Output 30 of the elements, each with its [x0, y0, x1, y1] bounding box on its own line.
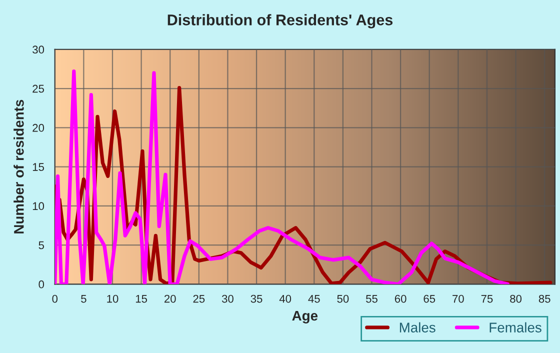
- y-tick-label: 5: [38, 241, 44, 250]
- x-tick-label: 65: [424, 294, 436, 303]
- x-tick-label: 55: [366, 294, 378, 303]
- y-tick-label: 30: [32, 46, 44, 54]
- x-tick-label: 75: [481, 294, 493, 303]
- x-tick-label: 5: [81, 294, 86, 303]
- y-tick-label: 15: [32, 163, 44, 171]
- chart-title: Distribution of Residents' Ages: [168, 14, 393, 28]
- x-axis-title: Age: [292, 310, 318, 324]
- y-tick-label: 10: [32, 202, 44, 210]
- x-tick-label: 70: [452, 294, 464, 303]
- y-axis-title: Number of residents: [14, 100, 24, 234]
- x-tick-label: 50: [337, 294, 349, 303]
- x-tick-label: 60: [394, 294, 406, 303]
- y-tick-label: 25: [32, 84, 44, 93]
- legend-label: Females: [490, 322, 542, 332]
- x-tick-label: 30: [222, 294, 234, 303]
- x-tick-label: 10: [107, 294, 118, 303]
- x-tick-label: 20: [164, 294, 176, 303]
- x-tick-label: 40: [279, 294, 292, 303]
- legend-label: Males: [400, 322, 436, 332]
- x-tick-label: 35: [250, 294, 262, 303]
- y-tick-label: 20: [32, 124, 44, 132]
- x-tick-label: 45: [308, 294, 320, 303]
- x-tick-label: 0: [52, 294, 58, 303]
- x-tick-label: 15: [136, 294, 148, 303]
- x-tick-label: 80: [510, 294, 522, 303]
- y-tick-label: 0: [38, 280, 44, 288]
- x-tick-label: 25: [193, 294, 205, 303]
- x-tick-label: 85: [538, 294, 550, 303]
